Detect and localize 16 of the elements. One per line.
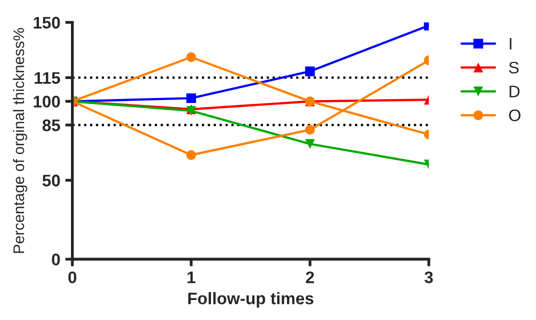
y-tick-label: 100	[34, 96, 60, 108]
legend-label: D	[510, 86, 520, 98]
y-tick-label: 150	[34, 16, 60, 29]
x-tick-label: 2	[306, 271, 314, 284]
legend-label: I	[510, 38, 512, 50]
y-tick-label: 85	[42, 119, 60, 132]
x-axis-title: Follow-up times	[188, 292, 314, 308]
legend-label: S	[509, 62, 519, 74]
y-axis-title: Percentage of orginal thickness%	[12, 28, 28, 253]
y-tick-label: 0	[52, 254, 60, 266]
y-tick-label: 50	[42, 174, 60, 186]
y-tick-label: 115	[34, 72, 60, 84]
x-tick-label: 1	[188, 272, 196, 284]
x-tick-label: 0	[68, 271, 76, 284]
x-tick-label: 3	[424, 271, 433, 284]
legend-label: O	[509, 109, 520, 122]
